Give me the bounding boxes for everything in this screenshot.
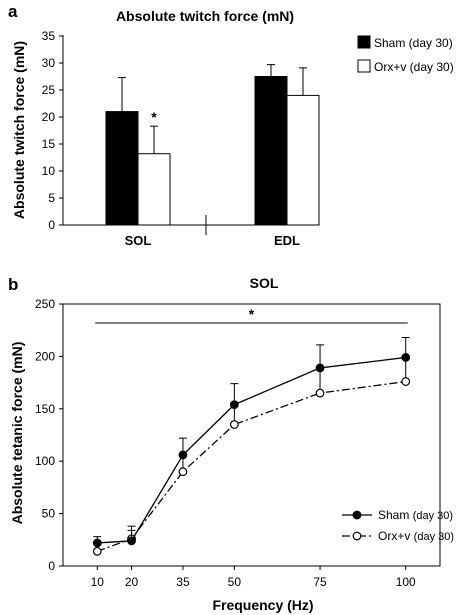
panel-b-ylabel: Absolute tetanic force (mN) — [9, 342, 25, 525]
y-tick-label: 150 — [35, 402, 55, 416]
legend-label: Orx+v (day 30) — [378, 529, 454, 543]
panel-a-y-axis: 0 5 10 15 20 25 30 35 — [42, 29, 64, 232]
series-line — [97, 380, 406, 552]
y-tick-label: 200 — [35, 349, 55, 363]
bar — [105, 111, 139, 226]
y-tick-label: 35 — [42, 29, 56, 43]
panel-a-title: Absolute twitch force (mN) — [116, 8, 294, 24]
panel-b-series — [92, 337, 411, 556]
y-tick-label: 5 — [48, 191, 55, 205]
y-tick-label: 0 — [48, 218, 55, 232]
bar — [137, 153, 171, 226]
x-tick-label: 35 — [176, 575, 190, 589]
series-line — [97, 356, 406, 544]
data-point — [229, 420, 239, 429]
legend-label: Sham (day 30) — [374, 36, 453, 50]
y-tick-label: 15 — [42, 137, 56, 151]
panel-a-bars: * — [105, 64, 320, 226]
data-point — [127, 536, 136, 546]
y-tick-label: 10 — [42, 164, 56, 178]
legend-label-suffix: (day 30) — [413, 510, 453, 522]
legend-label: Sham (day 30) — [378, 508, 453, 522]
y-tick-label: 50 — [42, 507, 56, 521]
x-tick-label: 50 — [228, 575, 242, 589]
significance-marker: * — [151, 109, 157, 125]
y-tick-label: 0 — [48, 559, 55, 573]
x-tick-label: 10 — [91, 575, 105, 589]
panel-b-xlabel: Frequency (Hz) — [212, 597, 313, 613]
panel-b-axes: 0 50 100 150 200 250 10 20 35 50 75 100 — [35, 297, 441, 589]
data-point — [92, 546, 102, 556]
y-tick-label: 100 — [35, 454, 55, 468]
x-tick-label: 75 — [313, 575, 327, 589]
panel-a-ylabel: Absolute twitch force (mN) — [11, 41, 27, 219]
panel-a-x-axis: SOL EDL — [63, 215, 305, 248]
panel-b-legend: Sham (day 30) Orx+v (day 30) — [342, 508, 454, 543]
data-point — [229, 400, 239, 410]
data-point — [178, 450, 188, 460]
significance-marker: * — [249, 306, 255, 322]
y-tick-label: 250 — [35, 297, 55, 311]
legend-marker — [352, 531, 362, 541]
data-point — [401, 353, 411, 362]
data-point — [315, 388, 325, 398]
x-tick-label: SOL — [125, 233, 152, 248]
data-point — [315, 363, 325, 373]
data-point — [178, 467, 188, 477]
legend-swatch — [357, 35, 371, 49]
y-tick-label: 30 — [42, 56, 56, 70]
x-tick-label: EDL — [274, 233, 300, 248]
y-tick-label: 20 — [42, 110, 56, 124]
bar — [286, 94, 320, 226]
legend-swatch — [357, 59, 371, 73]
x-tick-label: 100 — [396, 575, 416, 589]
plot-frame — [62, 303, 441, 567]
bar — [254, 76, 288, 226]
panel-a-letter: a — [8, 2, 18, 21]
legend-marker — [352, 510, 362, 520]
legend-label: Orx+v (day 30) — [374, 60, 454, 74]
panel-b-title: SOL — [250, 275, 279, 291]
y-tick-label: 25 — [42, 83, 56, 97]
panel-b: b SOL Absolute tetanic force (mN) Freque… — [8, 275, 454, 613]
panel-a-legend: Sham (day 30) Orx+v (day 30) — [357, 35, 454, 74]
panel-b-letter: b — [8, 275, 18, 294]
panel-b-significance: * — [95, 306, 408, 324]
data-point — [401, 377, 411, 386]
x-tick-label: 20 — [125, 575, 139, 589]
panel-a: a Absolute twitch force (mN) Absolute tw… — [8, 2, 454, 248]
legend-label-suffix: (day 30) — [414, 531, 454, 543]
data-point — [92, 538, 102, 548]
